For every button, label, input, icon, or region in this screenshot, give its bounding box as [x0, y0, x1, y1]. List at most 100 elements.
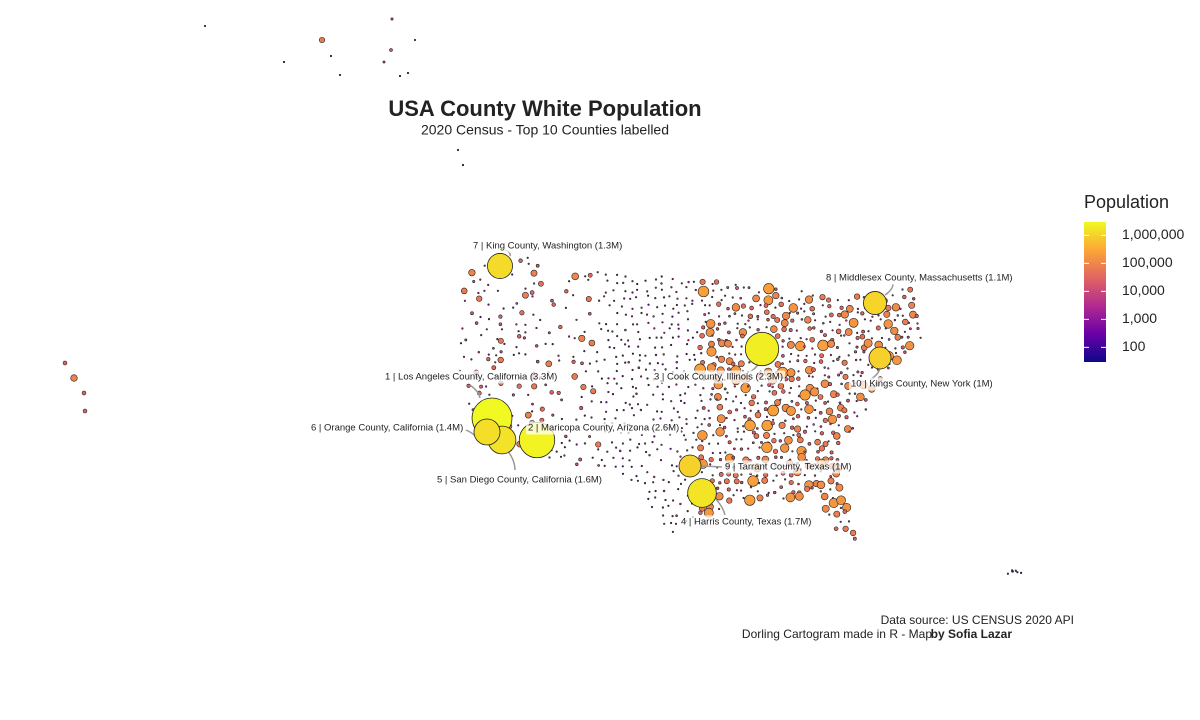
county-bubble [836, 440, 841, 446]
county-bubble [602, 295, 606, 298]
county-bubble [655, 410, 659, 413]
county-bubble [548, 456, 551, 459]
county-bubble [656, 306, 659, 309]
county-bubble [731, 296, 734, 299]
county-bubble [679, 482, 683, 486]
county-bubble [571, 294, 575, 297]
county-bubble [765, 326, 768, 329]
county-bubble [1011, 569, 1014, 572]
county-bubble [646, 377, 649, 380]
county-bubble [829, 353, 833, 357]
county-bubble [652, 418, 655, 421]
county-bubble [674, 522, 678, 525]
county-bubble [683, 392, 687, 395]
county-bubble [634, 296, 638, 299]
county-bubble [909, 327, 912, 331]
county-bubble [636, 446, 639, 449]
county-bubble [742, 425, 745, 428]
county-bubble [803, 358, 808, 364]
county-bubble [527, 262, 530, 265]
county-bubble [694, 416, 697, 420]
county-bubble [784, 419, 787, 422]
county-label: 10 | Kings County, New York (1M) [851, 379, 993, 390]
county-bubble [464, 338, 468, 342]
county-bubble [715, 355, 719, 359]
county-bubble [595, 441, 602, 448]
county-bubble [785, 492, 796, 503]
county-bubble [781, 326, 787, 332]
county-bubble [691, 302, 694, 306]
county-bubble [744, 394, 747, 397]
county-bubble [742, 286, 745, 289]
county-bubble [580, 383, 587, 391]
county-bubble [487, 303, 490, 306]
county-bubble [822, 322, 825, 325]
county-bubble [603, 418, 606, 421]
county-bubble [606, 329, 610, 332]
county-bubble [819, 490, 822, 493]
county-bubble [764, 400, 768, 405]
county-bubble [708, 442, 711, 445]
county-bubble [550, 298, 554, 303]
county-bubble [777, 382, 785, 390]
county-bubble [486, 357, 491, 362]
county-bubble [727, 367, 731, 372]
county-bubble [708, 457, 714, 463]
county-bubble [735, 338, 738, 342]
county-bubble [727, 330, 731, 335]
county-bubble [700, 399, 703, 403]
county-bubble [756, 490, 759, 493]
county-bubble [622, 409, 625, 412]
county-bubble [488, 393, 491, 396]
county-bubble [485, 328, 488, 331]
county-bubble [556, 390, 561, 395]
county-bubble [81, 390, 87, 396]
county-bubble [677, 311, 680, 314]
county-bubble [615, 323, 619, 326]
county-bubble [813, 319, 817, 322]
county-bubble [611, 330, 614, 333]
county-bubble [585, 296, 592, 302]
county-bubble [583, 442, 587, 445]
county-bubble [735, 408, 739, 412]
county-bubble [814, 438, 821, 446]
county-bubble [734, 395, 738, 398]
county-bubble [739, 401, 743, 405]
county-bubble [853, 411, 856, 414]
county-label: 9 | Tarrant County, Texas (1M) [725, 462, 852, 473]
county-bubble [778, 439, 782, 443]
county-bubble [616, 362, 619, 366]
county-bubble [564, 306, 568, 310]
county-bubble [736, 427, 739, 430]
county-bubble [718, 424, 722, 427]
county-bubble [852, 374, 855, 377]
county-bubble [691, 446, 694, 449]
county-bubble [572, 355, 575, 358]
county-bubble [844, 328, 853, 336]
county-bubble [583, 330, 586, 334]
county-bubble [502, 307, 505, 310]
county-bubble [835, 345, 839, 350]
county-bubble [740, 480, 744, 485]
county-bubble [664, 368, 667, 371]
county-bubble [616, 335, 619, 338]
county-bubble [477, 350, 481, 354]
county-bubble [636, 479, 640, 482]
county-bubble [711, 474, 714, 477]
county-bubble [782, 311, 790, 320]
county-bubble [838, 323, 841, 326]
leader-line [469, 384, 481, 399]
county-bubble [821, 504, 830, 513]
county-bubble [648, 454, 651, 457]
county-bubble [648, 362, 652, 365]
county-bubble [792, 417, 795, 421]
county-bubble [203, 24, 207, 28]
county-bubble [473, 418, 501, 446]
county-bubble [774, 306, 777, 309]
county-bubble [750, 394, 757, 400]
county-bubble [813, 361, 816, 365]
county-bubble [406, 71, 410, 75]
county-bubble [744, 494, 756, 506]
county-bubble [829, 488, 832, 491]
county-bubble [544, 383, 548, 387]
